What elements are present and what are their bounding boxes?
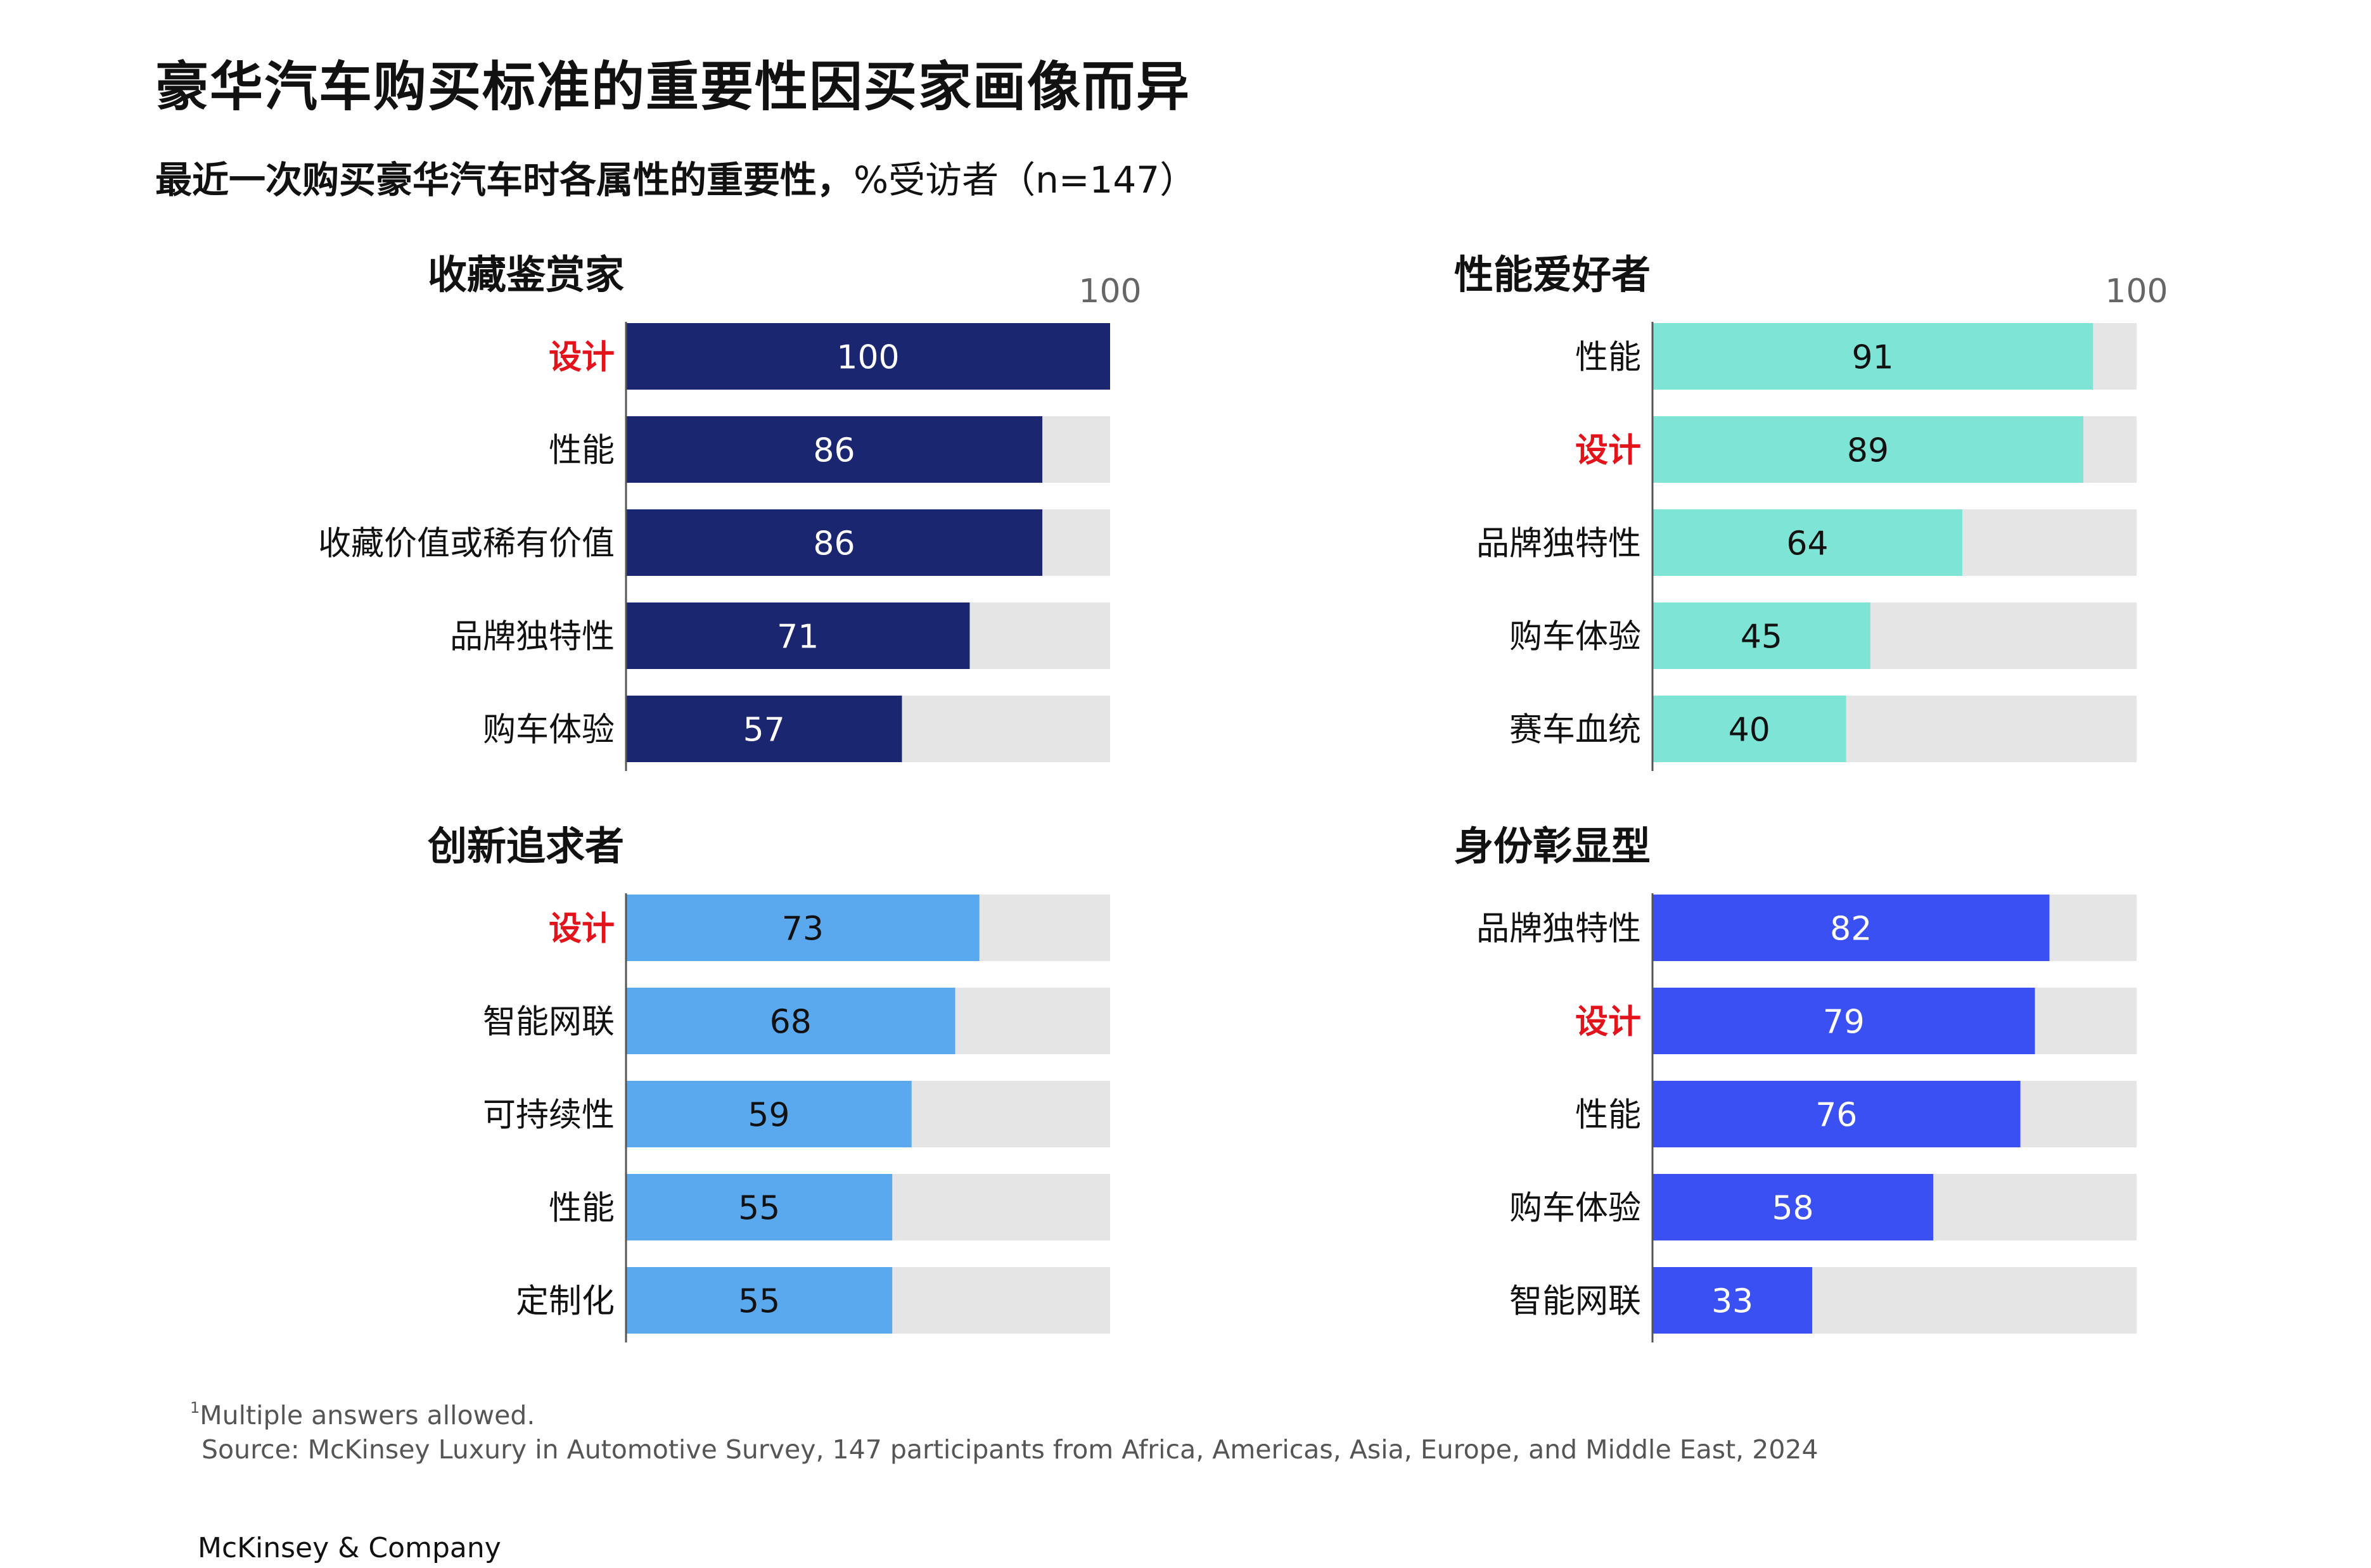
page-subtitle: 最近一次购买豪华汽车时各属性的重要性，%受访者（n=147）: [155, 150, 1196, 203]
data-label: 91: [1852, 339, 1894, 377]
bar: [1652, 1174, 1934, 1240]
data-label: 79: [1823, 1004, 1865, 1042]
data-label: 82: [1830, 910, 1872, 948]
panel-title: 身份彰显型: [1454, 823, 1651, 869]
bar: [626, 696, 902, 762]
data-label: 76: [1815, 1097, 1857, 1135]
category-label: 性能: [549, 1190, 615, 1228]
subtitle-normal: %受访者（n=147）: [853, 158, 1197, 201]
brand-name: McKinsey & Company: [198, 1532, 501, 1564]
category-label: 收藏价值或稀有价值: [318, 525, 615, 563]
chart-panel-4: 身份彰显型 82 品牌独特性 79 设计 76 性能 58 购车体验 33 智能网联: [1454, 823, 2137, 1342]
chart-panel-2: 性能爱好者 100 91 性能 89 设计 64 品牌独特性 45 购车体验 40 赛车血统: [1454, 252, 2168, 771]
footnote: 1Multiple answers allowed. Source: McKins…: [190, 1391, 1818, 1467]
footnote-source: Source: McKinsey Luxury in Automotive Su…: [201, 1434, 1818, 1465]
category-label: 购车体验: [1509, 618, 1641, 656]
category-label: 智能网联: [1509, 1283, 1641, 1321]
bar: [626, 1267, 893, 1334]
bar: [1652, 602, 1870, 669]
category-label: 性能: [1575, 1097, 1641, 1135]
data-label: 71: [777, 618, 819, 656]
category-label: 设计: [549, 910, 615, 948]
data-label: 55: [738, 1283, 780, 1321]
data-label: 86: [813, 525, 855, 563]
bar: [626, 988, 955, 1054]
axis-max-label: 100: [1078, 272, 1141, 310]
chart-panel-3: 创新追求者 73 设计 68 智能网联 59 可持续性 55 性能 55 定制化: [428, 823, 1110, 1342]
category-label: 购车体验: [1509, 1190, 1641, 1228]
data-label: 45: [1741, 618, 1782, 656]
footnote-note: Multiple answers allowed.: [200, 1400, 535, 1431]
data-label: 58: [1772, 1190, 1813, 1228]
category-label: 性能: [549, 432, 615, 470]
data-label: 55: [738, 1190, 780, 1228]
category-label: 购车体验: [483, 711, 615, 749]
bar: [1652, 323, 2093, 390]
bar: [1652, 509, 1962, 576]
category-label: 品牌独特性: [1476, 910, 1641, 948]
data-label: 86: [813, 432, 855, 470]
data-label: 64: [1786, 525, 1828, 563]
footnote-marker: 1: [190, 1399, 200, 1417]
bar: [626, 895, 980, 961]
bar: [626, 323, 1110, 390]
page-title: 豪华汽车购买标准的重要性因买家画像而异: [155, 56, 1191, 118]
axis-max-label: 100: [2105, 272, 2168, 310]
category-label: 品牌独特性: [1476, 525, 1641, 563]
subtitle-bold: 最近一次购买豪华汽车时各属性的重要性，: [155, 158, 854, 201]
category-label: 设计: [549, 339, 615, 377]
panel-title: 性能爱好者: [1454, 252, 1651, 298]
bar: [1652, 416, 2083, 483]
panel-title: 收藏鉴赏家: [428, 252, 624, 298]
category-label: 可持续性: [483, 1097, 615, 1135]
data-label: 33: [1711, 1283, 1753, 1321]
data-label: 57: [743, 711, 785, 749]
chart-panel-1: 收藏鉴赏家 100 100 设计 86 性能 86 收藏价值或稀有价值 71 品牌独特性 57 购车体…: [318, 252, 1142, 771]
category-label: 设计: [1575, 1004, 1641, 1042]
category-label: 智能网联: [483, 1004, 615, 1042]
category-label: 性能: [1575, 339, 1641, 377]
bar: [626, 602, 970, 669]
data-label: 68: [770, 1004, 812, 1042]
data-label: 40: [1729, 711, 1770, 749]
panel-title: 创新追求者: [428, 823, 624, 869]
category-label: 赛车血统: [1509, 711, 1641, 749]
bar: [626, 509, 1043, 576]
category-label: 定制化: [516, 1283, 615, 1321]
category-label: 品牌独特性: [450, 618, 615, 656]
bar: [626, 416, 1043, 483]
bar: [626, 1081, 912, 1147]
bar: [1652, 988, 2035, 1054]
bar: [1652, 1081, 2021, 1147]
data-label: 100: [836, 339, 899, 377]
data-label: 59: [748, 1097, 789, 1135]
bar: [1652, 1267, 1813, 1334]
data-label: 89: [1847, 432, 1889, 470]
category-label: 设计: [1575, 432, 1641, 470]
data-label: 73: [782, 910, 824, 948]
bar: [626, 1174, 893, 1240]
bar: [1652, 895, 2050, 961]
bar: [1652, 696, 1846, 762]
